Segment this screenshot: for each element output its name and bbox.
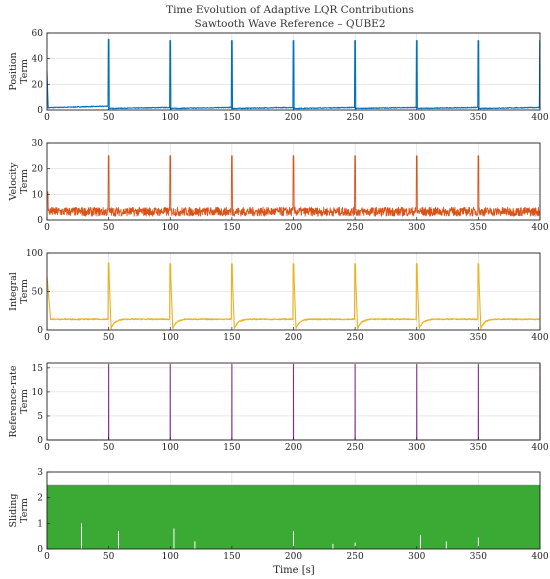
subplot-5: 0 50 100 150 200 250 300 350 400 0 1 2 3 SlidingTerm — [8, 468, 549, 562]
x-tick-label: 50 — [103, 443, 115, 453]
x-tick-label: 50 — [103, 223, 115, 233]
x-tick-label: 150 — [223, 333, 240, 343]
x-tick-label: 300 — [408, 552, 425, 562]
x-tick-label: 100 — [162, 113, 179, 123]
subplot-3: 0 50 100 150 200 250 300 350 400 0 50 100 IntegralTe… — [8, 249, 549, 343]
series-line — [46, 38, 541, 110]
figure-subtitle: Sawtooth Wave Reference – QUBE2 — [195, 18, 386, 30]
x-tick-label: 150 — [223, 443, 240, 453]
y-axis-label: PositionTerm — [8, 52, 30, 90]
y-tick-label: 10 — [32, 190, 44, 200]
x-tick-label: 400 — [531, 443, 548, 453]
y-tick-label: 0 — [37, 216, 43, 226]
series-line — [46, 262, 541, 330]
y-tick-label: 100 — [26, 249, 43, 259]
x-tick-label: 0 — [44, 443, 50, 453]
x-tick-label: 350 — [470, 443, 487, 453]
series-line — [47, 363, 541, 441]
x-tick-label: 250 — [347, 333, 364, 343]
x-tick-label: 50 — [103, 113, 115, 123]
y-tick-label: 50 — [32, 288, 44, 298]
y-tick-label: 5 — [37, 412, 43, 422]
y-axis-label-line: Sliding — [8, 494, 19, 528]
x-tick-label: 0 — [44, 333, 50, 343]
x-tick-label: 50 — [103, 333, 115, 343]
x-tick-label: 100 — [162, 223, 179, 233]
y-tick-label: 0 — [37, 436, 43, 446]
y-tick-label: 0 — [37, 326, 43, 336]
x-tick-label: 300 — [408, 113, 425, 123]
subplot-4: 0 50 100 150 200 250 300 350 400051015Reference-… — [8, 362, 549, 453]
x-tick-label: 400 — [531, 552, 548, 562]
subplot-1: 0 50 100 150 200 250 300 350 400 0 20 40 60 PositionT… — [8, 29, 549, 123]
y-tick-label: 3 — [37, 468, 43, 478]
x-tick-label: 0 — [44, 113, 50, 123]
y-tick-label: 40 — [32, 55, 44, 65]
y-tick-label: 0 — [37, 106, 43, 116]
x-tick-label: 400 — [531, 333, 548, 343]
y-axis-label-line: Term — [19, 169, 30, 194]
x-tick-label: 100 — [162, 333, 179, 343]
y-axis-label-line: Integral — [8, 272, 19, 311]
y-tick-label: 30 — [32, 139, 44, 149]
x-tick-label: 200 — [285, 223, 302, 233]
x-tick-label: 250 — [347, 552, 364, 562]
figure-title: Time Evolution of Adaptive LQR Contribut… — [166, 4, 414, 16]
x-tick-label: 0 — [44, 223, 50, 233]
x-tick-label: 200 — [285, 333, 302, 343]
y-axis-label: Reference-rateTerm — [8, 365, 30, 437]
y-axis-label: SlidingTerm — [8, 494, 30, 528]
y-tick-label: 60 — [32, 29, 44, 39]
x-tick-label: 350 — [470, 223, 487, 233]
y-tick-label: 0 — [37, 545, 43, 555]
x-tick-label: 300 — [408, 333, 425, 343]
x-tick-label: 200 — [285, 552, 302, 562]
x-tick-label: 50 — [103, 552, 115, 562]
y-axis-label-line: Position — [8, 52, 19, 90]
y-tick-label: 1 — [37, 519, 43, 529]
y-axis-label-line: Term — [19, 279, 30, 304]
x-tick-label: 250 — [347, 113, 364, 123]
x-tick-label: 300 — [408, 443, 425, 453]
x-tick-label: 250 — [347, 443, 364, 453]
y-tick-label: 2 — [37, 494, 43, 504]
subplot-stack: 0 50 100 150 200 250 300 350 4000204060PositionT… — [8, 29, 549, 562]
x-tick-label: 150 — [223, 223, 240, 233]
y-axis-label-line: Term — [19, 59, 30, 84]
x-tick-label: 400 — [531, 113, 548, 123]
x-tick-label: 200 — [285, 443, 302, 453]
x-tick-label: 350 — [470, 113, 487, 123]
x-tick-label: 250 — [347, 223, 364, 233]
x-tick-label: 400 — [531, 223, 548, 233]
series-line — [46, 155, 541, 217]
y-axis-label-line: Velocity — [8, 162, 19, 202]
y-axis-label: IntegralTerm — [8, 272, 30, 311]
y-axis-label-line: Term — [19, 498, 30, 523]
y-tick-label: 20 — [32, 80, 44, 90]
x-tick-label: 350 — [470, 552, 487, 562]
x-tick-label: 100 — [162, 552, 179, 562]
x-tick-label: 300 — [408, 223, 425, 233]
x-axis-label: Time [s] — [273, 565, 314, 576]
x-tick-label: 200 — [285, 113, 302, 123]
y-tick-label: 15 — [32, 364, 44, 374]
y-axis-label-line: Reference-rate — [8, 365, 19, 437]
subplot-2: 0 50 100 150 200 250 300 350 400 0 10 20 30 VelocityT… — [8, 139, 549, 233]
x-tick-label: 150 — [223, 113, 240, 123]
y-axis-label-line: Term — [19, 389, 30, 414]
x-tick-label: 350 — [470, 333, 487, 343]
y-tick-label: 10 — [32, 388, 44, 398]
x-tick-label: 150 — [223, 552, 240, 562]
y-axis-label: VelocityTerm — [8, 162, 30, 202]
x-tick-label: 0 — [44, 552, 50, 562]
x-tick-label: 100 — [162, 443, 179, 453]
y-tick-label: 20 — [32, 165, 44, 175]
